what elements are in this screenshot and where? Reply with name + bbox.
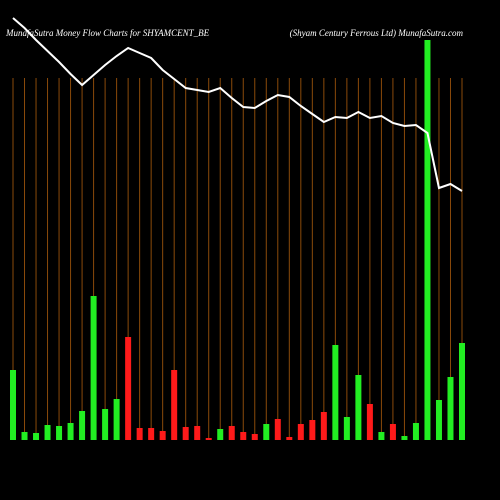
bar [412, 423, 419, 440]
bar [459, 343, 465, 440]
bar [102, 409, 109, 440]
bar [125, 337, 132, 440]
bar [217, 429, 224, 440]
bar [263, 424, 270, 440]
chart-title: MunafaSutra Money Flow Charts for SHYAMC… [5, 28, 210, 38]
bar [274, 419, 281, 440]
bar [21, 432, 28, 440]
bar [44, 425, 51, 440]
bar [378, 432, 385, 440]
bar [228, 426, 235, 440]
bar [240, 432, 247, 440]
bar [309, 420, 316, 440]
bar [332, 345, 339, 440]
bar [435, 400, 442, 440]
bar [205, 438, 212, 440]
bar [159, 431, 166, 440]
bar [389, 424, 396, 440]
bar [182, 427, 189, 440]
bar [33, 433, 40, 440]
bar [136, 428, 143, 440]
bar [424, 40, 431, 440]
chart-subtitle: (Shyam Century Ferrous Ltd) MunafaSutra.… [290, 28, 464, 38]
bar [343, 417, 350, 440]
bar [194, 426, 201, 440]
bar [10, 370, 16, 440]
bar [297, 424, 304, 440]
bar [113, 399, 120, 440]
bar [401, 436, 408, 440]
bar [320, 412, 327, 440]
bar [171, 370, 178, 440]
bar [56, 426, 63, 440]
bar [67, 423, 74, 440]
bar [286, 437, 293, 440]
bar [148, 428, 155, 440]
bar [90, 296, 97, 440]
bar [79, 411, 86, 440]
bar [447, 377, 454, 440]
line [12, 17, 463, 192]
bar [251, 434, 258, 440]
bar [355, 375, 362, 440]
bar [366, 404, 373, 440]
